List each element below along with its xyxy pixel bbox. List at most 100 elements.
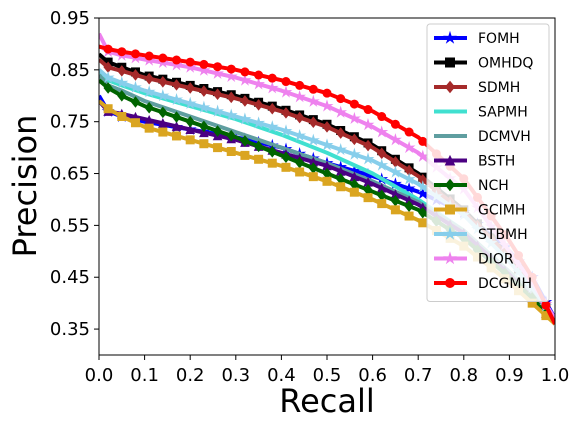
data-point xyxy=(144,101,154,114)
data-point xyxy=(253,99,264,111)
y-tick-label: 0.35 xyxy=(50,319,90,340)
data-point xyxy=(199,85,209,97)
data-point xyxy=(294,111,305,124)
data-point xyxy=(197,100,211,113)
data-point xyxy=(308,172,318,182)
data-point xyxy=(322,88,332,98)
data-point xyxy=(267,158,277,168)
data-point xyxy=(117,65,127,77)
y-tick-label: 0.85 xyxy=(50,60,90,81)
data-point xyxy=(224,69,238,82)
x-tick-label: 0.9 xyxy=(495,365,524,386)
data-point xyxy=(336,182,346,192)
data-point xyxy=(170,92,183,106)
data-point xyxy=(443,251,457,265)
data-point xyxy=(267,73,277,83)
data-point xyxy=(293,90,306,103)
data-point xyxy=(363,105,373,115)
legend-item: BSTH xyxy=(434,154,515,170)
data-point xyxy=(322,176,332,186)
data-point xyxy=(158,53,168,63)
data-point xyxy=(117,89,127,102)
data-point xyxy=(240,150,250,160)
data-point xyxy=(445,204,455,215)
data-point xyxy=(377,112,387,122)
data-point xyxy=(390,119,400,129)
legend-label: DCGMH xyxy=(478,276,532,292)
x-axis-label: Recall xyxy=(279,382,374,420)
data-point xyxy=(226,64,236,74)
data-point xyxy=(279,124,293,137)
data-point xyxy=(322,121,332,133)
data-point xyxy=(103,44,113,54)
data-point xyxy=(281,151,291,164)
data-point xyxy=(416,187,430,200)
data-point xyxy=(416,180,430,193)
legend-item: STBMH xyxy=(434,226,528,243)
data-point xyxy=(224,108,238,121)
legend-item: DCMVH xyxy=(434,129,531,145)
data-point xyxy=(213,143,223,153)
data-point xyxy=(361,118,375,131)
data-point xyxy=(445,278,455,288)
data-point xyxy=(117,112,127,122)
data-point xyxy=(306,133,320,146)
data-point xyxy=(183,60,197,73)
data-point xyxy=(349,187,359,197)
y-axis-label: Precision xyxy=(6,115,44,258)
data-point xyxy=(402,172,416,185)
x-tick-label: 0.8 xyxy=(449,365,478,386)
legend: FOMH OMHDQ SDMH SAPMH DCMVH BSTH NCH GCIMH STBMH… xyxy=(426,23,550,302)
data-point xyxy=(199,120,209,133)
data-point xyxy=(349,133,360,146)
data-point xyxy=(212,125,223,137)
legend-item: DIOR xyxy=(434,251,514,268)
data-point xyxy=(226,147,236,157)
data-point xyxy=(443,226,457,240)
data-point xyxy=(185,82,195,94)
legend-label: DIOR xyxy=(478,252,514,268)
data-point xyxy=(281,162,291,172)
data-point xyxy=(363,139,373,152)
data-point xyxy=(158,75,168,88)
legend-label: FOMH xyxy=(478,31,520,47)
legend-item: NCH xyxy=(434,178,509,194)
data-point xyxy=(418,218,428,228)
data-point xyxy=(390,205,400,215)
data-point xyxy=(306,94,320,107)
legend-item: DCGMH xyxy=(434,276,532,292)
data-point xyxy=(130,69,141,81)
y-tick-label: 0.55 xyxy=(50,215,90,236)
data-point xyxy=(185,135,195,145)
x-tick-label: 0.7 xyxy=(404,365,433,386)
data-point xyxy=(281,107,291,119)
data-point xyxy=(129,80,142,93)
data-point xyxy=(377,147,387,160)
data-point xyxy=(158,118,168,128)
data-point xyxy=(199,59,209,69)
data-point xyxy=(252,77,266,90)
data-point xyxy=(103,104,113,114)
data-point xyxy=(336,127,346,139)
data-point xyxy=(144,51,154,61)
data-point xyxy=(185,124,196,134)
y-axis-ticks: 0.35 0.45 0.55 0.65 0.75 0.85 0.95 xyxy=(50,8,99,340)
data-point xyxy=(349,99,359,109)
legend-label: GCIMH xyxy=(478,203,525,219)
data-point xyxy=(130,118,140,128)
data-point xyxy=(144,123,154,133)
legend-item: FOMH xyxy=(434,30,520,47)
data-point xyxy=(130,49,140,59)
legend-item: OMHDQ xyxy=(434,56,533,72)
data-point xyxy=(443,30,457,44)
data-point xyxy=(171,121,182,131)
data-point xyxy=(267,145,277,158)
data-point xyxy=(347,147,361,160)
legend-label: SAPMH xyxy=(478,105,528,121)
data-point xyxy=(295,80,305,90)
data-point xyxy=(185,57,195,67)
data-point xyxy=(363,193,373,203)
data-point xyxy=(444,80,456,94)
x-tick-label: 1.0 xyxy=(541,365,570,386)
